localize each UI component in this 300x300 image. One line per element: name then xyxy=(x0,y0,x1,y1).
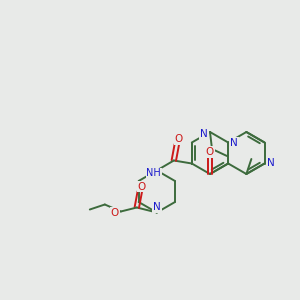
Text: NH: NH xyxy=(146,169,161,178)
Text: N: N xyxy=(153,202,161,212)
Text: O: O xyxy=(175,134,183,145)
Text: O: O xyxy=(111,208,119,218)
Text: N: N xyxy=(230,137,238,148)
Text: N: N xyxy=(200,129,208,139)
Text: O: O xyxy=(206,147,214,157)
Text: N: N xyxy=(267,158,274,169)
Text: O: O xyxy=(138,182,146,191)
